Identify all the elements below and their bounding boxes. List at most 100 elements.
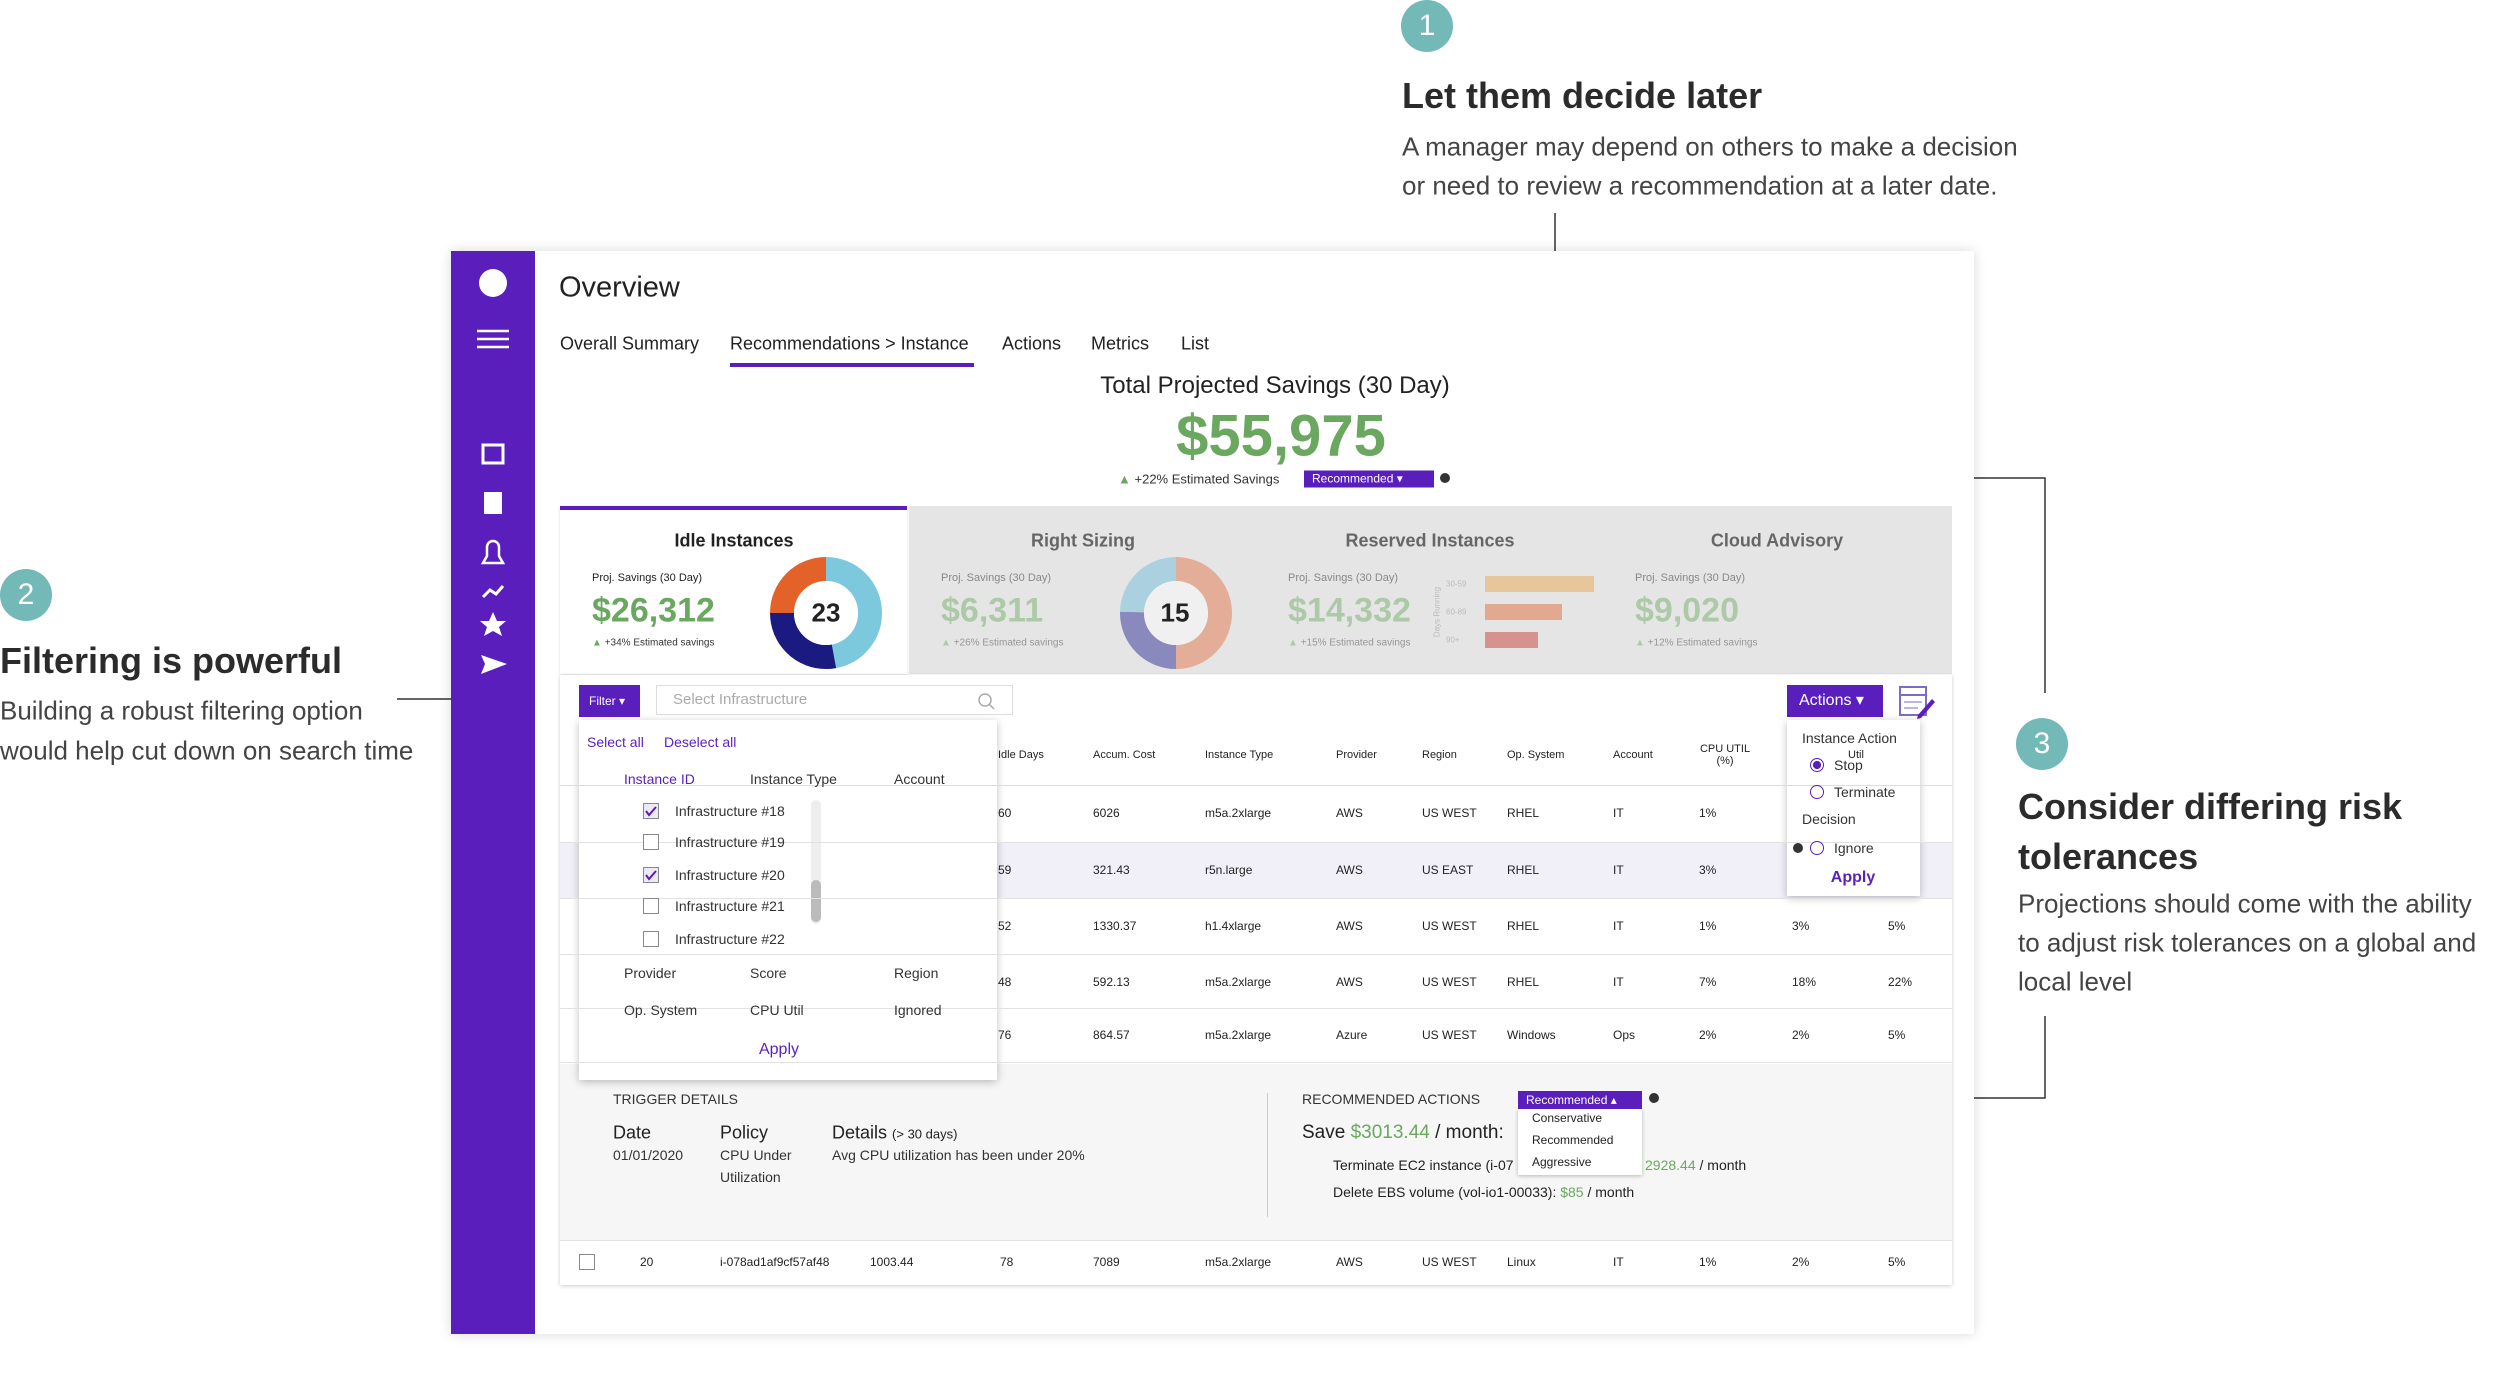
table-cell: 20 <box>640 1255 654 1269</box>
savings-change: ▲ +22% Estimated Savings <box>1118 471 1280 487</box>
table-cell: 60 <box>998 806 1012 820</box>
table-cell: IT <box>1613 806 1624 820</box>
card-note-text: +26% Estimated savings <box>953 637 1064 649</box>
card[interactable] <box>1256 506 1603 674</box>
tab[interactable]: Metrics <box>1091 333 1149 354</box>
card-note: ▲ +26% Estimated savings <box>941 637 1064 649</box>
table-cell: 7% <box>1699 975 1717 989</box>
table-cell: m5a.2xlarge <box>1205 1028 1272 1042</box>
table-cell: 6026 <box>1093 806 1120 820</box>
card-title: Cloud Advisory <box>1710 530 1844 551</box>
column-header: Op. System <box>1507 749 1565 761</box>
filter-field[interactable]: CPU Util <box>750 1002 804 1018</box>
card[interactable] <box>1603 506 1952 674</box>
radio[interactable] <box>1810 785 1824 799</box>
card-count: 15 <box>1160 597 1190 628</box>
search-icon <box>978 693 995 710</box>
tab[interactable]: List <box>1181 333 1210 354</box>
action-line: Delete EBS volume (vol-io1-00033): $85 /… <box>1333 1184 1634 1200</box>
recommended-badge[interactable]: Recommended ▾ <box>1304 470 1434 488</box>
checkbox[interactable] <box>643 898 659 914</box>
filter-field[interactable]: Score <box>750 965 787 981</box>
annotation-text: Projections should come with the ability <box>2018 888 2472 919</box>
dropdown-option[interactable]: Conservative <box>1532 1111 1603 1125</box>
filter-field[interactable]: Op. System <box>624 1002 698 1018</box>
risk-dropdown[interactable]: Recommended ▴ <box>1518 1091 1642 1109</box>
dropdown-text: Recommended <box>1526 1093 1608 1107</box>
radio-label: Terminate <box>1834 784 1896 800</box>
bar-label: 60-89 <box>1446 607 1467 617</box>
search-placeholder: Select Infrastructure <box>673 691 808 708</box>
table-cell: IT <box>1613 1255 1624 1269</box>
filter-column[interactable]: Instance Type <box>750 771 837 787</box>
checkbox[interactable] <box>643 834 659 850</box>
menu-icon[interactable] <box>477 329 509 349</box>
star-icon[interactable] <box>480 612 506 636</box>
tab[interactable]: Actions <box>1002 333 1062 354</box>
radio[interactable] <box>1810 841 1824 855</box>
filter-field[interactable]: Region <box>894 965 939 981</box>
table-cell: AWS <box>1336 1255 1363 1269</box>
checkbox[interactable] <box>643 803 659 819</box>
select-all[interactable]: Select all <box>587 734 644 750</box>
action-line: Terminate EC2 instance (i-07 <box>1333 1157 1514 1173</box>
step-badge: 3 <box>2016 718 2068 770</box>
action-text: $3013.44 <box>1350 1122 1430 1143</box>
savings-change-text: +22% Estimated Savings <box>1134 471 1280 487</box>
checkbox[interactable] <box>643 931 659 947</box>
filter-button[interactable]: Filter ▾ <box>579 685 640 717</box>
checkbox[interactable] <box>643 867 659 883</box>
column-header: Util <box>1848 749 1864 761</box>
actions-button[interactable]: Actions ▾ <box>1787 685 1883 717</box>
table-cell: Ops <box>1613 1028 1636 1042</box>
filter-button-text: Filter <box>589 694 616 708</box>
annotation-title: tolerances <box>2018 836 2199 877</box>
card-note-text: +34% Estimated savings <box>604 637 715 649</box>
table-cell: IT <box>1613 863 1624 877</box>
menu-heading: Decision <box>1802 811 1856 827</box>
radio[interactable] <box>1810 758 1824 772</box>
annotation-title: Filtering is powerful <box>0 640 343 681</box>
savings-title: Total Projected Savings (30 Day) <box>1100 372 1450 399</box>
table-cell: 3% <box>1792 919 1810 933</box>
alert-icon[interactable] <box>480 539 506 565</box>
annotation-title: Consider differing risk <box>2018 786 2403 827</box>
metrics-icon[interactable] <box>481 585 505 599</box>
menu-heading: Instance Action <box>1802 730 1897 746</box>
donut-chart <box>1120 557 1232 669</box>
send-icon[interactable] <box>481 655 507 674</box>
action-text: / month <box>1587 1184 1635 1200</box>
bar-label: 90+ <box>1446 635 1460 645</box>
annotation-text: local level <box>2018 966 2133 997</box>
table-cell: r5n.large <box>1205 863 1253 877</box>
action-line: Save $3013.44 / month: <box>1302 1122 1504 1144</box>
filter-column[interactable]: Instance ID <box>624 771 695 787</box>
table-cell: m5a.2xlarge <box>1205 1255 1272 1269</box>
table-cell: IT <box>1613 919 1624 933</box>
deselect-all[interactable]: Deselect all <box>664 734 737 750</box>
radio-label: Stop <box>1834 757 1863 773</box>
apply-button[interactable]: Apply <box>1830 869 1876 886</box>
dropdown-option[interactable]: Recommended <box>1532 1133 1614 1147</box>
table-cell: AWS <box>1336 863 1363 877</box>
column-header: Accum. Cost <box>1093 749 1156 761</box>
tab-active[interactable]: Recommendations > Instance <box>730 333 969 354</box>
table-cell: 1330.37 <box>1093 919 1137 933</box>
apply-button[interactable]: Apply <box>758 1041 800 1058</box>
scroll-thumb[interactable] <box>811 880 821 922</box>
action-text: / month <box>1699 1157 1747 1173</box>
row-checkbox[interactable] <box>579 1254 595 1270</box>
step-badge: 2 <box>0 569 52 621</box>
search-input[interactable]: Select Infrastructure <box>656 685 1013 715</box>
filter-column[interactable]: Account <box>894 771 945 787</box>
dropdown-option[interactable]: Aggressive <box>1532 1155 1592 1169</box>
card-title: Right Sizing <box>1031 530 1135 551</box>
field-label: Policy <box>720 1122 769 1143</box>
list-icon[interactable] <box>484 492 502 514</box>
filter-field[interactable]: Ignored <box>894 1002 942 1018</box>
card[interactable] <box>909 506 1256 674</box>
edit-icon[interactable] <box>1898 685 1936 719</box>
inbox-icon[interactable] <box>481 443 505 465</box>
tab[interactable]: Overall Summary <box>560 333 700 354</box>
filter-field[interactable]: Provider <box>624 965 677 981</box>
